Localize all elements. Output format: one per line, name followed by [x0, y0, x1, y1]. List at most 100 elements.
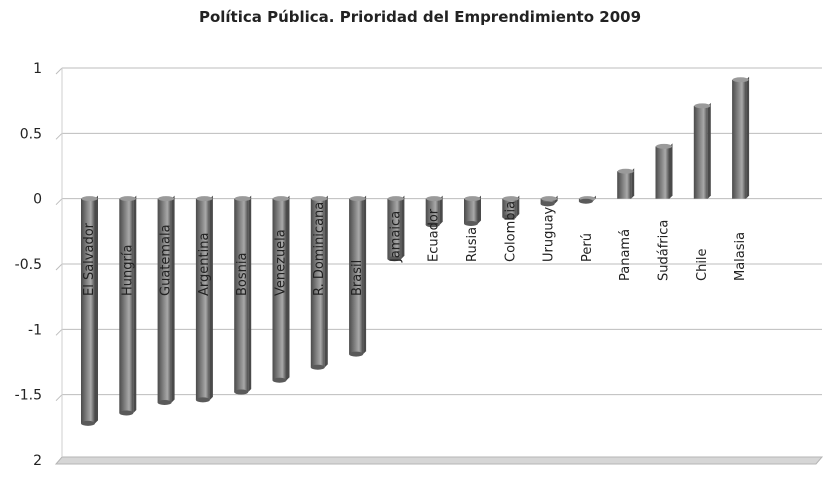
bar-cap	[81, 196, 98, 202]
bar-face	[272, 198, 287, 381]
category-labels: El Salvador Hungría Guatemala Argentina Bosn…	[82, 201, 748, 296]
bar-cap	[541, 196, 558, 202]
bar-side	[707, 102, 711, 199]
category-label: Uruguay	[542, 206, 557, 262]
bar	[502, 195, 520, 220]
bar-face	[464, 198, 478, 224]
bar-side	[631, 168, 635, 199]
bar-bottom	[464, 220, 478, 226]
bar-cap	[158, 196, 175, 202]
category-label: Sudáfrica	[657, 220, 672, 281]
gridline-edge	[55, 394, 63, 402]
bar-bottom	[502, 214, 517, 220]
bar	[272, 195, 290, 383]
category-label: Rusia	[465, 227, 480, 262]
bar-side	[439, 195, 443, 225]
bar	[234, 195, 252, 395]
bar-bottom	[272, 377, 287, 383]
bar-face	[119, 198, 134, 413]
bar-bottom	[81, 420, 95, 426]
bar-cap	[656, 143, 672, 149]
bar-bottom	[578, 198, 593, 204]
bar-cap	[694, 103, 711, 109]
gridline-edge	[55, 328, 63, 336]
bar	[81, 195, 98, 426]
category-label: Perú	[580, 233, 595, 262]
bar-side	[209, 195, 213, 400]
category-label: Chile	[695, 248, 710, 281]
bar-face	[425, 198, 440, 225]
bar-bottom	[157, 400, 172, 406]
bar-face	[81, 198, 95, 424]
bar-bottom	[349, 351, 364, 357]
bar-face	[693, 105, 708, 199]
category-label: Guatemala	[159, 224, 174, 296]
y-axis-ticks: 1 0.5 0 -0.5 -1 -1.5 2	[15, 61, 42, 469]
bar-face	[732, 79, 747, 199]
bar	[617, 168, 635, 199]
bar-face	[617, 171, 632, 199]
chart-floor	[54, 456, 824, 465]
bar-cap	[119, 196, 136, 202]
bar-cap	[502, 196, 519, 202]
bar	[119, 195, 137, 416]
bar	[578, 195, 596, 204]
bar-cap	[349, 196, 366, 202]
bar	[387, 195, 405, 262]
category-label: Bosnia	[235, 253, 250, 296]
bar-bottom	[310, 364, 325, 370]
bar-cap	[617, 168, 634, 174]
y-tick-label: -1	[28, 322, 42, 338]
bar	[310, 195, 328, 370]
bar	[349, 195, 367, 357]
bar	[732, 76, 750, 199]
bar	[464, 195, 481, 226]
bar-bottom	[195, 397, 210, 403]
bar-bottom	[540, 201, 555, 207]
bar-face	[540, 198, 555, 204]
bar-cap	[464, 196, 481, 202]
bar-bottom	[425, 222, 440, 228]
bar-side	[248, 195, 252, 393]
bar	[540, 195, 558, 207]
bar-side	[401, 195, 405, 259]
bar-bottom	[119, 410, 134, 416]
y-tick-label: 0	[33, 192, 42, 208]
category-label: R. Dominicana	[312, 202, 327, 296]
bar-side	[363, 195, 367, 355]
bar-bottom	[387, 256, 402, 262]
y-tick-label: 2	[33, 453, 42, 469]
category-label: Brasil	[350, 260, 365, 296]
bar-side	[171, 195, 175, 403]
category-label: Ecuador	[427, 208, 442, 262]
category-label: Argentina	[197, 233, 212, 296]
category-label: Jamaica	[388, 211, 403, 263]
bar	[425, 195, 443, 228]
category-label: El Salvador	[82, 222, 97, 296]
gridline-edge	[55, 132, 63, 140]
category-label: Colombia	[503, 201, 518, 262]
bar-cap	[732, 77, 749, 83]
y-tick-label: -0.5	[15, 257, 42, 273]
bar-side	[133, 195, 137, 413]
y-tick-label: 1	[33, 61, 42, 77]
bar-face	[195, 198, 210, 400]
bar	[157, 195, 175, 406]
bar	[655, 143, 673, 199]
bar	[693, 102, 711, 199]
bar-side	[516, 195, 520, 217]
bar-cap	[234, 196, 251, 202]
gridline-edge	[55, 198, 63, 206]
bar-face	[157, 198, 172, 403]
gridline-edge	[55, 67, 63, 75]
y-tick-label: -1.5	[15, 388, 42, 404]
bar-cap	[426, 196, 443, 202]
bar-cap	[311, 196, 328, 202]
chart-title: Política Pública. Prioridad del Emprendi…	[198, 8, 642, 26]
bar-side	[669, 143, 673, 199]
bar-face	[349, 198, 364, 355]
bar-face	[234, 198, 249, 393]
bar	[195, 195, 213, 403]
